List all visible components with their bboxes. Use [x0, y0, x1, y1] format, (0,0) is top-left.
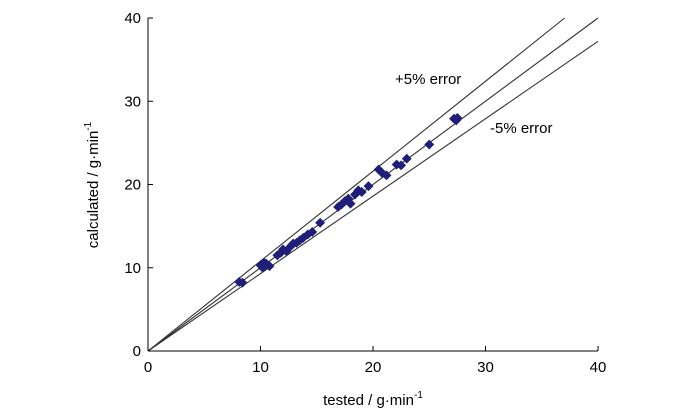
reference-line	[147, 17, 599, 352]
minus-5-error-label: -5% error	[490, 120, 553, 137]
x-tick-label: 10	[252, 359, 269, 376]
y-axis-title-text: calculated / g·min	[85, 131, 102, 249]
data-point	[363, 181, 374, 192]
x-tick-label: 0	[144, 359, 152, 376]
data-point	[401, 153, 412, 164]
x-axis-title: tested / g·min-1	[323, 390, 423, 409]
reference-line	[147, 40, 599, 352]
reference-lines	[147, 17, 599, 352]
data-point	[237, 277, 248, 288]
data-point	[307, 227, 318, 237]
x-tick-label: 20	[365, 359, 382, 376]
y-tick-label: 30	[124, 93, 141, 110]
data-point	[258, 257, 269, 268]
data-point	[396, 160, 407, 171]
y-axis-title-superscript: -1	[83, 121, 94, 130]
data-point	[345, 198, 356, 209]
x-axis-title-text: tested / g·min	[323, 392, 414, 409]
tick-labels: 0 10 20 30 40 0 10 20 30 40	[124, 10, 606, 376]
data-point	[315, 217, 326, 228]
plus-5-error-label: +5% error	[395, 71, 461, 88]
y-tick-label: 0	[133, 343, 141, 360]
data-point	[356, 187, 367, 197]
y-tick-label: 10	[124, 260, 141, 277]
axes	[147, 17, 599, 352]
data-points	[234, 112, 463, 288]
data-point	[381, 170, 392, 181]
y-tick-label: 40	[124, 10, 141, 27]
reference-line	[147, 17, 566, 352]
data-point	[424, 139, 435, 150]
x-axis-title-superscript: -1	[414, 390, 423, 401]
x-tick-label: 30	[477, 359, 494, 376]
x-tick-label: 40	[590, 359, 607, 376]
y-axis-title: calculated / g·min-1	[83, 121, 102, 248]
y-tick-label: 20	[124, 177, 141, 194]
